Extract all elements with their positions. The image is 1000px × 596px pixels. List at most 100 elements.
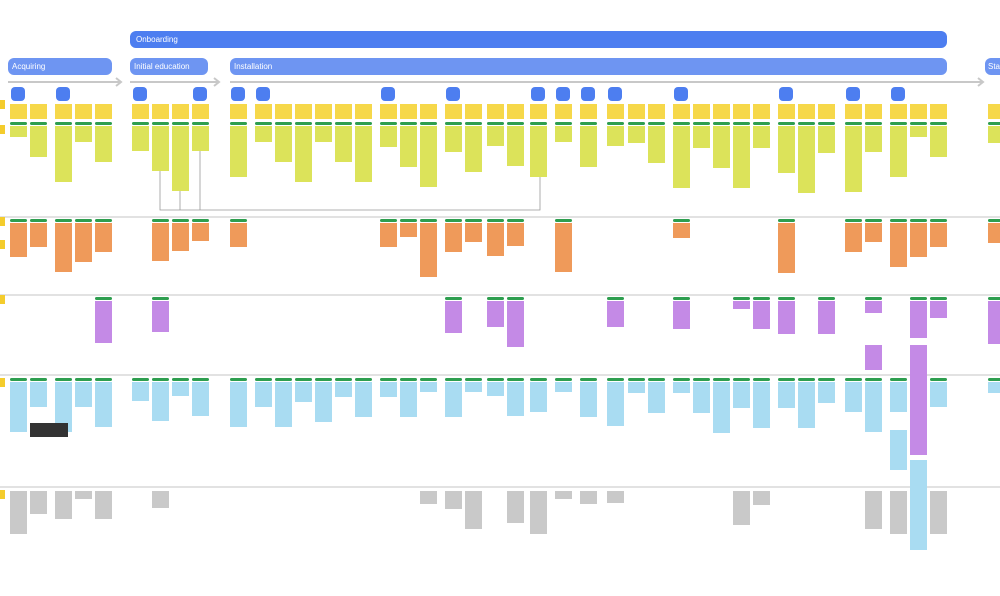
sticky-yellow <box>798 104 815 119</box>
tag-green <box>95 122 112 125</box>
sticky-lime <box>230 126 247 177</box>
sticky-blue <box>445 382 462 417</box>
tag-green <box>380 219 397 222</box>
stage-title: Onboarding <box>136 35 178 44</box>
sticky-yellow <box>910 104 927 119</box>
sticky-blue <box>693 382 710 413</box>
sticky-blue <box>507 382 524 416</box>
sticky-orange <box>75 223 92 262</box>
sticky-blue <box>335 382 352 397</box>
tag-green <box>713 378 730 381</box>
tag-green <box>55 219 72 222</box>
step-node <box>256 87 270 101</box>
tag-green <box>607 122 624 125</box>
sticky-yellow <box>355 104 372 119</box>
tag-green <box>910 219 927 222</box>
tag-green <box>75 122 92 125</box>
sticky-blue <box>380 382 397 397</box>
tag-green <box>580 122 597 125</box>
tag-green <box>753 297 770 300</box>
sticky-yellow <box>778 104 795 119</box>
tag-green <box>753 378 770 381</box>
sticky-lime <box>295 126 312 182</box>
sticky-blue <box>10 382 27 432</box>
sticky-yellow <box>693 104 710 119</box>
sticky-orange <box>30 223 47 247</box>
lane-icon <box>0 240 5 249</box>
tag-green <box>172 219 189 222</box>
tag-green <box>778 122 795 125</box>
sticky-blue <box>930 382 947 407</box>
sticky-orange <box>400 223 417 237</box>
tag-green <box>420 378 437 381</box>
tag-green <box>95 219 112 222</box>
sticky-blue <box>733 382 750 408</box>
tag-green <box>865 378 882 381</box>
sticky-lime <box>335 126 352 162</box>
tag-green <box>798 378 815 381</box>
sticky-yellow <box>75 104 92 119</box>
tag-green <box>355 122 372 125</box>
step-node <box>674 87 688 101</box>
tag-green <box>507 378 524 381</box>
tag-green <box>988 219 1000 222</box>
tag-green <box>988 297 1000 300</box>
sticky-gray <box>30 491 47 514</box>
tag-green <box>580 378 597 381</box>
sticky-blue <box>400 382 417 417</box>
tag-green <box>30 122 47 125</box>
tag-green <box>555 122 572 125</box>
lane-icon <box>0 490 5 499</box>
tag-green <box>753 122 770 125</box>
sticky-gray <box>465 491 482 529</box>
sticky-lime <box>628 126 645 143</box>
tag-green <box>55 122 72 125</box>
sticky-orange <box>10 223 27 257</box>
sticky-yellow <box>648 104 665 119</box>
tag-green <box>865 297 882 300</box>
sticky-blue <box>487 382 504 396</box>
sticky-lime <box>580 126 597 167</box>
screenshot-thumb <box>30 423 68 437</box>
sticky-blue <box>355 382 372 417</box>
sticky-gray <box>607 491 624 503</box>
sticky-blue <box>753 382 770 428</box>
step-node <box>556 87 570 101</box>
sticky-blue <box>648 382 665 413</box>
sticky-orange <box>420 223 437 277</box>
sticky-purple <box>865 301 882 313</box>
tag-green <box>335 378 352 381</box>
sticky-purple <box>673 301 690 329</box>
sticky-lime <box>420 126 437 187</box>
sticky-orange <box>988 223 1000 243</box>
sticky-lime <box>172 126 189 191</box>
sticky-purple <box>95 301 112 343</box>
tag-green <box>628 122 645 125</box>
tag-green <box>890 219 907 222</box>
sticky-lime <box>555 126 572 142</box>
sticky-orange <box>910 223 927 257</box>
sticky-purple <box>910 345 927 455</box>
tag-green <box>818 122 835 125</box>
sticky-blue <box>713 382 730 433</box>
step-node <box>891 87 905 101</box>
sticky-purple <box>152 301 169 332</box>
sticky-orange <box>230 223 247 247</box>
sticky-orange <box>890 223 907 267</box>
sticky-blue <box>95 382 112 427</box>
sticky-gray <box>152 491 169 508</box>
tag-green <box>10 378 27 381</box>
sticky-gray <box>75 491 92 499</box>
sticky-lime <box>693 126 710 148</box>
sticky-blue <box>607 382 624 426</box>
tag-green <box>865 219 882 222</box>
tag-green <box>132 122 149 125</box>
sticky-lime <box>465 126 482 172</box>
sticky-orange <box>778 223 795 273</box>
sticky-blue <box>778 382 795 408</box>
tag-green <box>693 378 710 381</box>
sticky-lime <box>988 126 1000 143</box>
tag-green <box>172 122 189 125</box>
sticky-lime <box>530 126 547 177</box>
sticky-blue <box>75 382 92 407</box>
